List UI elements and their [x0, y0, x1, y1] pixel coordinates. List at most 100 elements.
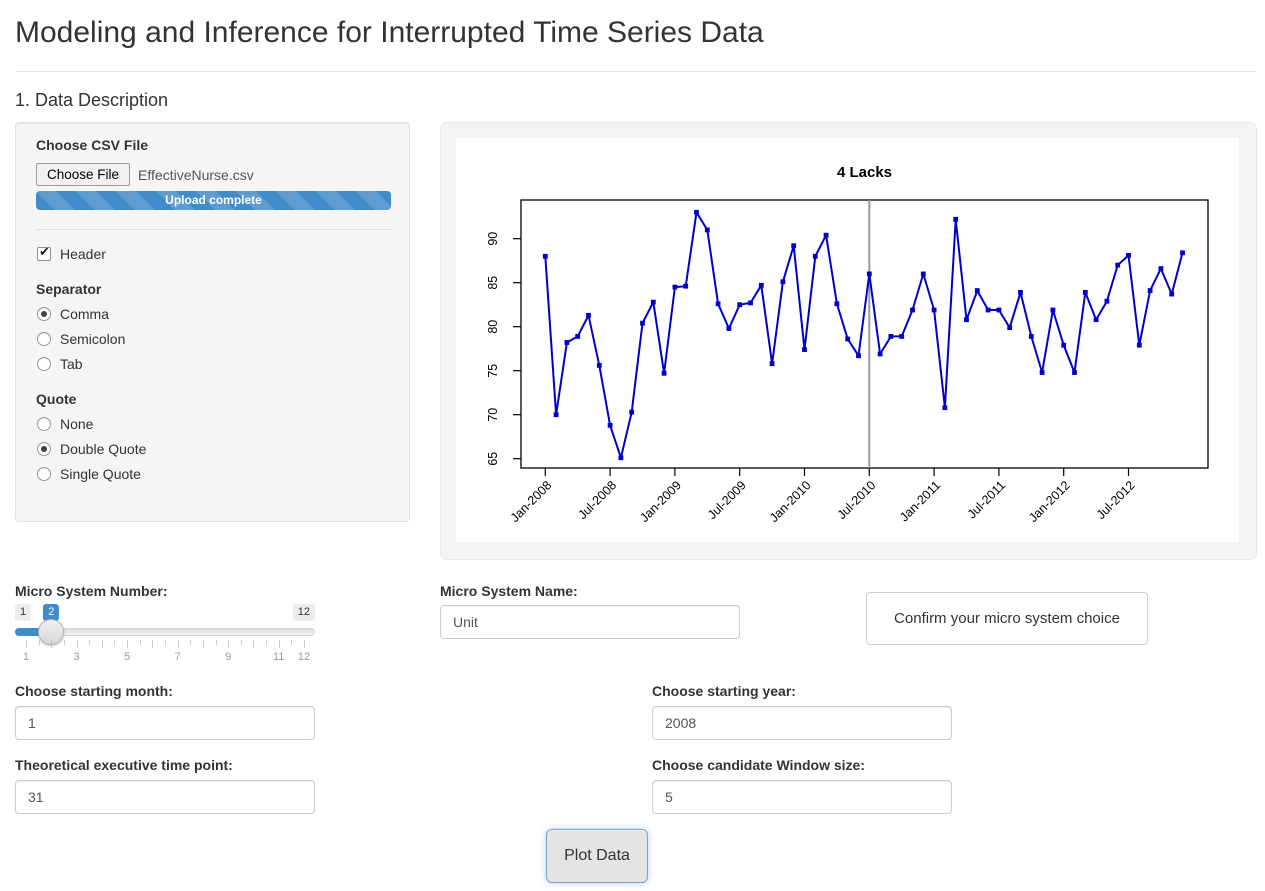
- data-point: [974, 288, 980, 293]
- data-point: [575, 334, 581, 339]
- x-tick-label: Jan-2009: [637, 478, 684, 525]
- starting-month-input[interactable]: [15, 706, 315, 740]
- well-divider: [36, 229, 391, 230]
- slider-tick: [304, 640, 305, 648]
- data-point: [1039, 370, 1045, 375]
- data-point: [910, 307, 915, 313]
- starting-year-label: Choose starting year:: [652, 683, 796, 699]
- micro-system-number-slider[interactable]: 1 2 12 1 3 5 7 9 11 12: [15, 600, 315, 664]
- data-point: [780, 279, 786, 285]
- data-point: [964, 317, 969, 323]
- data-point: [791, 243, 797, 249]
- window-size-label: Choose candidate Window size:: [652, 757, 866, 773]
- data-point: [586, 312, 591, 318]
- quote-label: Quote: [36, 391, 77, 407]
- slider-tick: [215, 640, 217, 645]
- starting-year-input[interactable]: [652, 706, 952, 740]
- data-point: [1061, 342, 1067, 348]
- slider-max-badge: 12: [292, 604, 315, 621]
- data-point: [683, 283, 689, 289]
- radio-single-quote[interactable]: Single Quote: [37, 466, 141, 482]
- data-point: [758, 282, 764, 288]
- radio-button[interactable]: [37, 332, 51, 346]
- y-tick-label: 80: [486, 320, 500, 334]
- header-checkbox[interactable]: ✔ Header: [37, 244, 106, 262]
- data-point: [866, 271, 872, 277]
- x-tick-label: Jul-2008: [575, 478, 619, 522]
- choose-file-button[interactable]: Choose File: [36, 163, 131, 186]
- y-tick-label: 75: [486, 364, 500, 378]
- slider-tick: [38, 640, 40, 645]
- plot-frame: [520, 199, 1209, 469]
- data-point: [553, 412, 559, 418]
- slider-tick: [139, 640, 141, 645]
- radio-button[interactable]: [37, 307, 51, 321]
- radio-none[interactable]: None: [37, 416, 93, 432]
- x-tick-label: Jul-2012: [1094, 478, 1138, 522]
- data-point: [1136, 342, 1142, 348]
- x-tick-label: Jan-2008: [508, 478, 555, 525]
- radio-double-quote[interactable]: Double Quote: [37, 441, 146, 457]
- data-point: [748, 300, 753, 306]
- upload-progress: Upload complete: [36, 191, 391, 210]
- data-point: [1158, 266, 1164, 271]
- slider-tick: [165, 640, 166, 645]
- data-point: [1093, 317, 1099, 323]
- data-point: [640, 320, 645, 326]
- data-point: [942, 405, 948, 411]
- y-tick-label: 65: [486, 452, 500, 466]
- data-point: [715, 301, 721, 307]
- data-point: [856, 353, 861, 359]
- upload-options-panel: Choose CSV File Choose File EffectiveNur…: [15, 122, 410, 522]
- slider-value-badge: 2: [43, 604, 60, 621]
- radio-button[interactable]: [37, 417, 51, 431]
- radio-semicolon[interactable]: Semicolon: [37, 331, 125, 347]
- data-point: [596, 363, 602, 368]
- data-point: [1126, 253, 1131, 258]
- check-mark-icon: ✔: [39, 244, 50, 259]
- data-point: [812, 253, 818, 259]
- slider-tick: [114, 640, 116, 645]
- data-point: [1115, 262, 1121, 268]
- data-point: [899, 334, 905, 339]
- time-point-input[interactable]: [15, 780, 315, 814]
- page-title: Modeling and Inference for Interrupted T…: [15, 16, 764, 49]
- radio-label: Tab: [60, 356, 83, 372]
- slider-tick: [177, 640, 179, 648]
- plot-data-button[interactable]: Plot Data: [546, 829, 648, 883]
- data-point: [802, 347, 807, 352]
- radio-button[interactable]: [37, 357, 51, 371]
- slider-tick: [228, 640, 230, 648]
- micro-system-name-input[interactable]: [440, 605, 740, 639]
- file-input[interactable]: Choose File EffectiveNurse.csv: [36, 163, 254, 186]
- data-point: [737, 302, 743, 308]
- data-point: [769, 361, 775, 367]
- data-point: [726, 326, 732, 331]
- csv-file-label: Choose CSV File: [36, 137, 149, 153]
- data-point: [629, 409, 635, 415]
- data-point: [985, 307, 991, 313]
- slider-grid-label: 12: [297, 651, 311, 663]
- confirm-micro-system-button[interactable]: Confirm your micro system choice: [866, 592, 1148, 645]
- slider-min-badge: 1: [15, 604, 32, 621]
- data-point: [931, 307, 937, 313]
- x-tick-label: Jul-2011: [965, 478, 1008, 521]
- radio-button[interactable]: [37, 442, 51, 456]
- slider-tick: [240, 640, 242, 645]
- slider-tick: [101, 640, 103, 648]
- window-size-input[interactable]: [652, 780, 952, 814]
- radio-button[interactable]: [37, 467, 51, 481]
- data-point: [618, 455, 624, 461]
- data-point: [823, 232, 829, 238]
- slider-grid-label: 3: [73, 651, 80, 663]
- slider-tick: [291, 640, 293, 645]
- slider-grid-label: 5: [124, 651, 131, 663]
- radio-tab[interactable]: Tab: [37, 356, 83, 372]
- slider-tick: [63, 640, 65, 645]
- radio-comma[interactable]: Comma: [37, 306, 109, 322]
- plot-panel: 4 Lacks 65 70 75 80 85 90 Jan-2008 Jul-2008 Jan-2…: [440, 122, 1257, 560]
- checkbox-box[interactable]: ✔: [37, 244, 51, 261]
- data-point: [607, 422, 613, 428]
- slider-tick: [253, 640, 255, 648]
- slider-tick: [89, 640, 91, 645]
